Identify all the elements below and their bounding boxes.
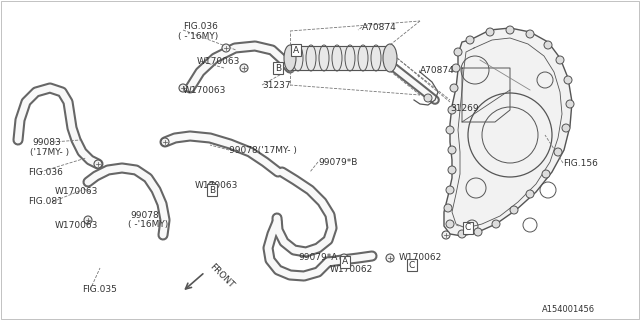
Text: FIG.036: FIG.036 bbox=[183, 21, 218, 30]
Circle shape bbox=[564, 76, 572, 84]
Circle shape bbox=[179, 84, 187, 92]
Text: W170063: W170063 bbox=[195, 180, 238, 189]
Text: 99079*A: 99079*A bbox=[298, 253, 337, 262]
Polygon shape bbox=[444, 28, 572, 236]
Circle shape bbox=[340, 254, 348, 262]
Circle shape bbox=[554, 148, 562, 156]
Text: 31269: 31269 bbox=[450, 103, 479, 113]
Circle shape bbox=[446, 126, 454, 134]
Circle shape bbox=[161, 138, 169, 146]
Circle shape bbox=[454, 48, 462, 56]
Text: 31237: 31237 bbox=[262, 81, 291, 90]
Circle shape bbox=[208, 182, 216, 190]
Text: A: A bbox=[342, 258, 348, 267]
Circle shape bbox=[240, 64, 248, 72]
Circle shape bbox=[444, 204, 452, 212]
Circle shape bbox=[448, 146, 456, 154]
Circle shape bbox=[84, 216, 92, 224]
Circle shape bbox=[544, 41, 552, 49]
Text: A70874: A70874 bbox=[420, 66, 455, 75]
Text: A154001456: A154001456 bbox=[542, 306, 595, 315]
Circle shape bbox=[448, 106, 456, 114]
Circle shape bbox=[492, 220, 500, 228]
Circle shape bbox=[94, 160, 102, 168]
Text: W170062: W170062 bbox=[330, 266, 373, 275]
Circle shape bbox=[446, 186, 454, 194]
Text: B: B bbox=[275, 63, 281, 73]
Circle shape bbox=[566, 100, 574, 108]
Text: FIG.081: FIG.081 bbox=[28, 197, 63, 206]
Text: W170063: W170063 bbox=[55, 221, 99, 230]
Text: FIG.156: FIG.156 bbox=[563, 158, 598, 167]
Circle shape bbox=[452, 64, 460, 72]
Text: FRONT: FRONT bbox=[208, 262, 236, 290]
Circle shape bbox=[446, 220, 454, 228]
Circle shape bbox=[474, 228, 482, 236]
Text: C: C bbox=[465, 223, 471, 233]
Circle shape bbox=[506, 26, 514, 34]
Circle shape bbox=[386, 254, 394, 262]
Ellipse shape bbox=[383, 44, 397, 72]
Circle shape bbox=[466, 36, 474, 44]
Circle shape bbox=[562, 124, 570, 132]
Circle shape bbox=[526, 190, 534, 198]
Circle shape bbox=[542, 170, 550, 178]
Ellipse shape bbox=[284, 45, 296, 71]
Text: FIG.036: FIG.036 bbox=[28, 167, 63, 177]
Text: ('17MY- ): ('17MY- ) bbox=[30, 148, 69, 156]
Text: W170063: W170063 bbox=[55, 188, 99, 196]
Text: C: C bbox=[409, 260, 415, 269]
Text: ( -'16MY): ( -'16MY) bbox=[178, 31, 218, 41]
Circle shape bbox=[222, 44, 230, 52]
Text: B: B bbox=[209, 186, 215, 195]
Circle shape bbox=[424, 94, 432, 102]
Text: ( -'16MY): ( -'16MY) bbox=[128, 220, 168, 229]
Text: A: A bbox=[293, 45, 299, 54]
Text: FIG.035: FIG.035 bbox=[82, 285, 117, 294]
Text: W170063: W170063 bbox=[183, 85, 227, 94]
Text: 99079*B: 99079*B bbox=[318, 157, 357, 166]
Circle shape bbox=[526, 30, 534, 38]
Text: A70874: A70874 bbox=[362, 22, 397, 31]
Polygon shape bbox=[290, 46, 390, 70]
Circle shape bbox=[448, 166, 456, 174]
Circle shape bbox=[458, 230, 466, 238]
Circle shape bbox=[556, 56, 564, 64]
Circle shape bbox=[450, 84, 458, 92]
Text: 99078('17MY- ): 99078('17MY- ) bbox=[229, 146, 297, 155]
Circle shape bbox=[442, 231, 450, 239]
Text: 99083: 99083 bbox=[32, 138, 61, 147]
Text: W170063: W170063 bbox=[197, 57, 241, 66]
Text: 99078: 99078 bbox=[130, 211, 159, 220]
Circle shape bbox=[486, 28, 494, 36]
Circle shape bbox=[510, 206, 518, 214]
Text: W170062: W170062 bbox=[399, 253, 442, 262]
